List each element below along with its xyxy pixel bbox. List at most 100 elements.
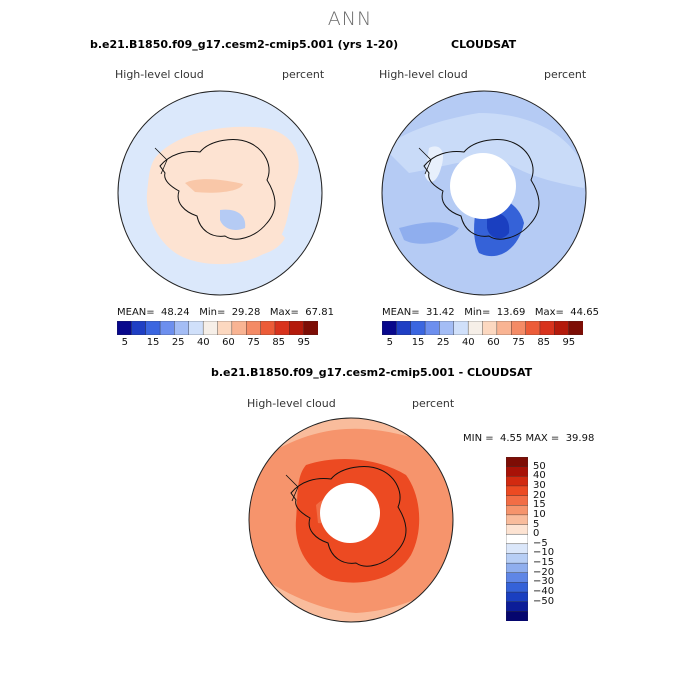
- panel-2-colorbar-swatch: [410, 321, 426, 335]
- panel-3-colorbar-swatch: [506, 524, 528, 535]
- panel-3-colorbar-tick-label: 20: [533, 489, 546, 501]
- panel-3-colorbar-swatch: [506, 466, 528, 477]
- panel-1-colorbar-tick-label: 60: [222, 337, 235, 348]
- panel-3-peninsula-coastline: [285, 474, 299, 502]
- panel-1-high-cloud-lobe: [220, 228, 285, 257]
- panel-3-colorbar-tick-label: 40: [533, 470, 546, 482]
- panel-3-colorbar-swatch: [506, 457, 528, 468]
- panel-3-colorbar-swatch: [506, 495, 528, 506]
- panel-2-colorbar-swatch: [525, 321, 541, 335]
- panel-3-colorbar-tick-label: 5: [533, 518, 540, 530]
- panel-1-colorbar-ticks: 5 15 25 40 60 75 85 95: [117, 337, 318, 351]
- panel-2-colorbar-swatch: [482, 321, 498, 335]
- panel-3-map: [248, 417, 454, 623]
- panel-3-colorbar-swatch: [506, 543, 528, 554]
- panel-3-colorbar-tick-label: 30: [533, 479, 546, 491]
- panel-2-colorbar-swatch: [382, 321, 397, 335]
- panel-2-outer-band: [384, 113, 584, 188]
- panel-1-max: 67.81: [305, 307, 334, 318]
- panel-2-min-label: Min=: [464, 307, 491, 318]
- panel-3-min-label: MIN =: [463, 433, 494, 444]
- panel-1-max-label: Max=: [269, 307, 299, 318]
- panel-2-colorbar-tick-label: 60: [487, 337, 500, 348]
- panel-3-colorbar-swatch: [506, 582, 528, 593]
- panel-2-colorbar-tick-label: 95: [562, 337, 576, 348]
- panel-2-low-patch-west: [399, 222, 459, 244]
- panel-1-colorbar: [117, 321, 318, 335]
- panel-1-peninsula-coastline: [154, 147, 168, 175]
- panel-3-units-label: percent: [412, 397, 455, 410]
- panel-1-colorbar-swatch: [188, 321, 204, 335]
- panel-2-colorbar-swatch: [453, 321, 469, 335]
- panel-2-map: [381, 90, 587, 296]
- panel-2-max: 44.65: [570, 307, 599, 318]
- panel-1-units-label: percent: [282, 68, 325, 81]
- panel-2-low-core-deep: [487, 212, 510, 239]
- panel-2-map-boundary: [381, 90, 587, 296]
- panel-1-colorbar-tick-label: 5: [121, 337, 128, 348]
- panel-3-colorbar-tick-label: 0: [533, 528, 540, 540]
- panel-2-colorbar-swatch: [396, 321, 412, 335]
- panel-1-map: [117, 90, 323, 296]
- panel-1-colorbar-swatch: [260, 321, 276, 335]
- panel-3-colorbar: [506, 457, 528, 621]
- panel-2-colorbar: [382, 321, 583, 335]
- panel-1-colorbar-swatch: [303, 321, 318, 335]
- panel-2-colorbar-swatch: [539, 321, 555, 335]
- panel-1-colorbar-swatch: [202, 321, 218, 335]
- panel-3-colorbar-swatch: [506, 553, 528, 564]
- panel-2-mean-label: MEAN=: [382, 307, 420, 318]
- panel-1-colorbar-tick-label: 15: [146, 337, 160, 348]
- panel-1-colorbar-swatch: [217, 321, 233, 335]
- panel-3-colorbar-swatch: [506, 485, 528, 497]
- panel-2-colorbar-ticks: 5 15 25 40 60 75 85 95: [382, 337, 583, 351]
- panel-3-title: b.e21.B1850.f09_g17.cesm2-cmip5.001 - CL…: [211, 366, 533, 379]
- panel-3-colorbar-swatch: [506, 601, 528, 612]
- panel-1-low-cloud-patch: [220, 209, 246, 231]
- panel-2-colorbar-swatch: [467, 321, 483, 335]
- panel-2-colorbar-tick-label: 5: [386, 337, 393, 348]
- panel-2-missing-data-hole: [450, 153, 516, 219]
- panel-3-colorbar-ticks: 50 40 30 20 15 10 5 0 −5 −10 −15 −20 −30 −40 −50: [533, 457, 573, 621]
- panel-3-colorbar-swatch: [506, 572, 528, 583]
- panel-2-colorbar-swatch: [424, 321, 440, 335]
- panel-3-colorbar-tick-label: 50: [533, 460, 546, 472]
- panel-2-colorbar-swatch: [496, 321, 512, 335]
- panel-3-colorbar-swatch: [506, 476, 528, 487]
- panel-1-colorbar-swatch: [274, 321, 290, 335]
- panel-2-units-label: percent: [544, 68, 587, 81]
- panel-3-max: 39.98: [565, 433, 595, 444]
- panel-3-colorbar-swatch: [506, 591, 528, 603]
- panel-1-mean-label: MEAN=: [117, 307, 155, 318]
- panel-3-colorbar-swatch: [506, 562, 528, 574]
- panel-3-min: 4.55: [499, 433, 523, 444]
- panel-2-colorbar-swatch: [568, 321, 583, 335]
- panel-2-title: CLOUDSAT: [451, 38, 517, 51]
- panel-2-mean: 31.42: [426, 307, 455, 318]
- panel-2-colorbar-tick-label: 40: [461, 337, 475, 348]
- panel-3-colorbar-tick-label: −10: [533, 547, 555, 559]
- panel-1-colorbar-swatch: [174, 321, 190, 335]
- panel-1-colorbar-swatch: [117, 321, 132, 335]
- panel-2-colorbar-swatch: [554, 321, 570, 335]
- panel-1-min-label: Min=: [199, 307, 226, 318]
- panel-3-colorbar-tick-label: −15: [533, 557, 555, 569]
- panel-1-colorbar-tick-label: 95: [297, 337, 311, 348]
- panel-3-stats: MIN = 4.55 MAX = 39.98: [463, 433, 594, 444]
- panel-2-colorbar-tick-label: 15: [411, 337, 425, 348]
- panel-1-colorbar-tick-label: 25: [171, 337, 185, 348]
- panel-1-title: b.e21.B1850.f09_g17.cesm2-cmip5.001 (yrs…: [90, 38, 399, 51]
- panel-3-colorbar-tick-label: −30: [533, 576, 555, 588]
- panel-3-colorbar-swatch: [506, 514, 528, 526]
- panel-1-colorbar-swatch: [231, 321, 247, 335]
- panel-2-max-label: Max=: [534, 307, 564, 318]
- panel-1-stats: MEAN= 48.24 Min= 29.28 Max= 67.81: [117, 307, 334, 318]
- panel-1-colorbar-swatch: [289, 321, 305, 335]
- panel-3-missing-data-hole: [320, 483, 380, 543]
- panel-1-high-cloud-core: [185, 179, 243, 193]
- panel-1-mean: 48.24: [161, 307, 190, 318]
- panel-3-antarctica-coastline: [290, 466, 407, 567]
- panel-1-colorbar-swatch: [246, 321, 262, 335]
- panel-1-colorbar-tick-label: 40: [196, 337, 210, 348]
- panel-3-colorbar-tick-label: −20: [533, 566, 555, 578]
